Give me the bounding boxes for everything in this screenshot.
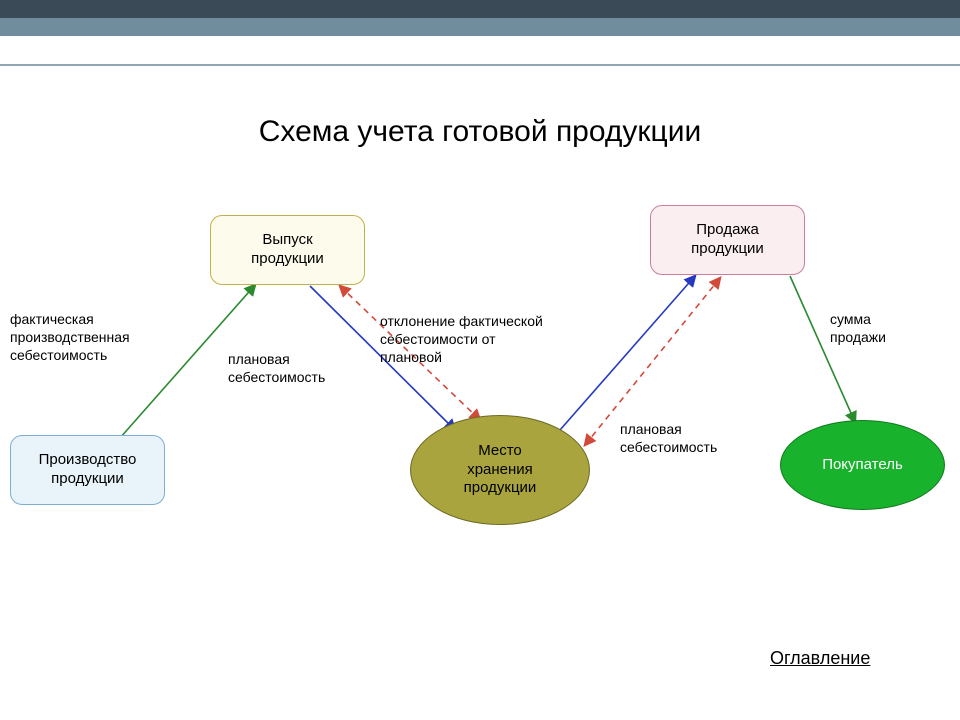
edge-label-0: фактическаяпроизводственнаясебестоимость xyxy=(10,310,130,365)
node-store: Местохраненияпродукции xyxy=(410,415,590,525)
edge-label-3: плановаясебестоимость xyxy=(620,420,717,456)
header-bar-dark xyxy=(0,0,960,18)
node-sale: Продажапродукции xyxy=(650,205,805,275)
node-buyer: Покупатель xyxy=(780,420,945,510)
node-prod: Производствопродукции xyxy=(10,435,165,505)
page-title: Схема учета готовой продукции xyxy=(0,115,960,149)
toc-link[interactable]: Оглавление xyxy=(770,648,870,669)
header-bar-light xyxy=(0,18,960,36)
edge-store-sale-3 xyxy=(560,276,695,430)
header-rule xyxy=(0,64,960,66)
edge-sale-buyer-5 xyxy=(790,276,855,422)
node-output: Выпускпродукции xyxy=(210,215,365,285)
edge-label-2: отклонение фактическойсебестоимости отпл… xyxy=(380,312,543,367)
edge-label-1: плановаясебестоимость xyxy=(228,350,325,386)
edge-label-5: суммапродажи xyxy=(830,310,886,346)
